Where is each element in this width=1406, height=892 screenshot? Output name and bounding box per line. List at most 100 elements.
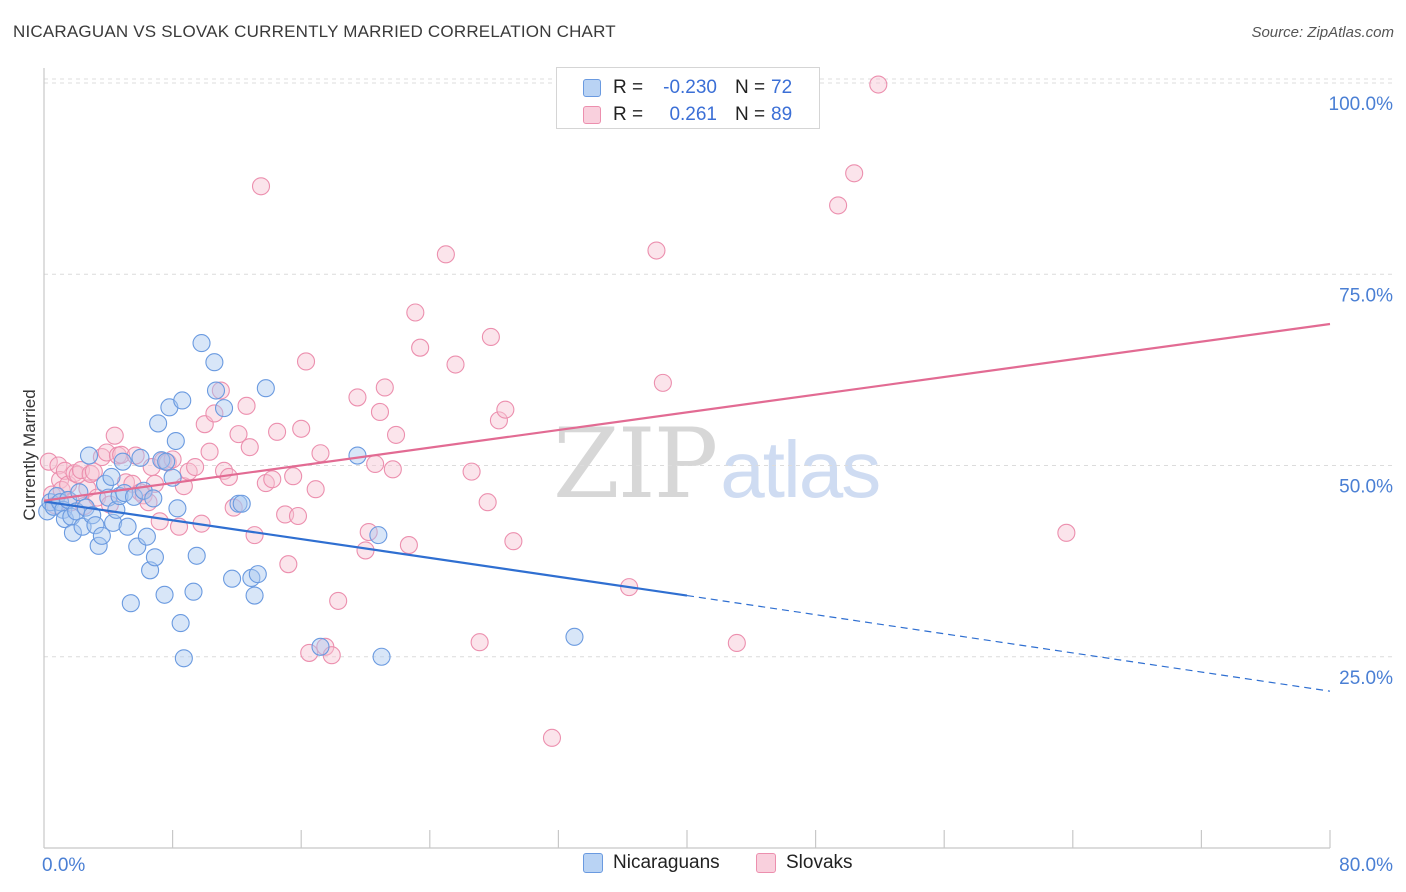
nicaraguan-point — [232, 494, 251, 513]
slovak-point — [279, 555, 298, 574]
nicaraguan-point — [174, 649, 193, 668]
nicaraguan-point — [187, 546, 206, 565]
chart-source: Source: ZipAtlas.com — [1251, 24, 1394, 41]
legend-swatch-blue — [583, 79, 601, 97]
nicaraguan-point — [113, 452, 132, 471]
slovak-point — [81, 464, 100, 483]
y-tick-label: 50.0% — [1339, 477, 1393, 498]
nicaraguan-point — [223, 569, 242, 588]
x-tick-label-left: 0.0% — [42, 855, 85, 876]
stats-legend: R = -0.230 N = 72 R = 0.261 N = 89 — [556, 67, 820, 129]
stats-legend-row-nicaraguans: R = -0.230 N = 72 — [557, 75, 819, 101]
slovak-point — [200, 442, 219, 461]
slovak-point — [112, 445, 131, 464]
nicaraguan-point — [166, 431, 185, 451]
slovak-point — [186, 457, 205, 477]
nicaraguan-point — [155, 585, 174, 604]
legend-r-value: -0.230 — [663, 77, 717, 98]
slovak-point — [240, 438, 259, 457]
legend-r-value: 0.261 — [669, 104, 717, 125]
trend-line-nicaraguans-projection — [686, 594, 1331, 692]
slovak-point — [237, 396, 256, 415]
legend-n-value: 89 — [771, 104, 793, 125]
nicaraguan-point — [348, 446, 367, 465]
nicaraguan-point — [248, 565, 267, 584]
slovak-point — [284, 467, 303, 486]
slovak-point — [306, 480, 325, 499]
slovak-point — [268, 422, 287, 441]
nicaraguan-point — [92, 526, 111, 545]
slovak-point — [489, 411, 508, 430]
slovak-point — [251, 177, 271, 196]
slovak-point — [1057, 523, 1076, 542]
nicaraguan-point — [173, 391, 192, 410]
slovak-point — [406, 303, 425, 322]
nicaraguan-point — [149, 414, 168, 433]
slovak-point — [263, 470, 282, 489]
y-tick-label: 25.0% — [1339, 668, 1393, 689]
series-label-nicaraguans: Nicaraguans — [613, 852, 720, 873]
nicaraguan-point — [369, 526, 388, 545]
y-axis-title: Currently Married — [20, 389, 39, 520]
slovak-point — [470, 633, 489, 652]
slovak-point — [311, 444, 330, 463]
legend-r-label: R = — [613, 77, 644, 98]
nicaraguan-point — [128, 537, 147, 556]
nicaraguan-point — [168, 499, 187, 518]
slovak-point — [288, 506, 308, 526]
slovak-point — [359, 523, 378, 542]
slovak-point — [370, 402, 390, 422]
nicaraguan-point — [121, 594, 140, 613]
slovak-point — [829, 196, 848, 215]
nicaraguan-point — [83, 506, 102, 525]
slovak-point — [647, 241, 666, 260]
axis-layer — [43, 68, 1331, 849]
trend-line-nicaraguans — [43, 500, 688, 597]
slovak-point — [496, 400, 515, 419]
slovak-point — [292, 419, 311, 438]
slovak-point — [845, 164, 864, 183]
nicaraguan-point — [171, 614, 190, 633]
stats-legend-row-slovaks: R = 0.261 N = 89 — [557, 102, 819, 128]
slovak-point — [399, 536, 418, 555]
nicaraguan-point — [311, 637, 330, 656]
slovak-point — [375, 378, 394, 397]
slovak-point — [245, 526, 264, 545]
legend-n-value: 72 — [771, 77, 793, 98]
series-swatch-pink — [756, 853, 776, 873]
slovak-point — [296, 352, 316, 371]
nicaraguan-point — [206, 381, 226, 400]
trend-line-slovaks — [43, 322, 1331, 502]
label-layer: 100.0% 75.0% 50.0% 25.0% 0.0% 80.0% Currently … — [20, 94, 1393, 876]
nicaraguan-point — [79, 446, 99, 465]
x-tick-label-right: 80.0% — [1339, 855, 1393, 876]
legend-n-label: N = — [735, 104, 766, 125]
nicaraguan-point — [137, 527, 156, 546]
nicaraguan-point — [70, 483, 89, 502]
slovak-point — [411, 338, 430, 357]
nicaraguan-point — [63, 523, 82, 542]
slovak-point — [653, 373, 672, 392]
slovak-point — [97, 443, 116, 462]
nicaraguan-point — [256, 379, 275, 398]
slovak-point — [869, 75, 888, 94]
legend-r-label: R = — [613, 104, 644, 125]
nicaraguan-point — [565, 627, 584, 646]
slovak-point — [348, 388, 367, 407]
y-tick-label: 75.0% — [1339, 285, 1393, 306]
nicaraguan-point — [118, 517, 137, 536]
slovak-point — [205, 404, 224, 423]
slovak-point — [211, 381, 230, 400]
nicaraguan-point — [192, 334, 211, 353]
nicaraguan-point — [145, 548, 164, 567]
nicaraguan-point — [89, 536, 108, 555]
slovak-point — [727, 633, 746, 653]
series-swatch-blue — [583, 853, 603, 873]
slovak-point — [386, 425, 406, 444]
legend-n-label: N = — [735, 77, 766, 98]
nicaraguan-point — [157, 452, 176, 471]
slovak-point — [366, 454, 385, 474]
slovak-point — [105, 426, 124, 445]
slovak-point — [436, 245, 455, 264]
